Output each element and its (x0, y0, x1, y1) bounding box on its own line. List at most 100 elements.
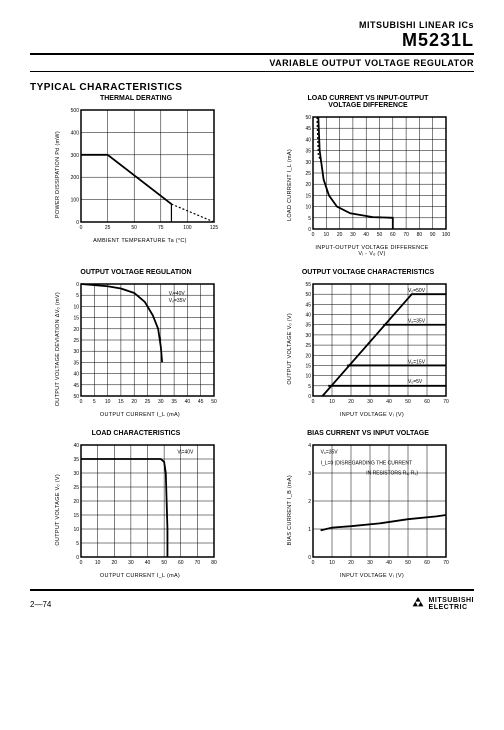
svg-text:70: 70 (443, 560, 449, 566)
svg-text:55: 55 (305, 282, 311, 288)
svg-text:10: 10 (323, 232, 329, 238)
page-header: MITSUBISHI LINEAR ICs M5231L (30, 20, 474, 51)
chart-title: BIAS CURRENT VS INPUT VOLTAGE (307, 430, 429, 437)
svg-text:20: 20 (111, 560, 117, 566)
mitsubishi-icon (410, 597, 426, 611)
svg-text:100: 100 (70, 198, 79, 204)
svg-text:25: 25 (104, 225, 110, 231)
x-axis-label: INPUT VOLTAGE Vᵢ (V) (340, 412, 404, 418)
y-axis-label: OUTPUT VOLTAGE Vₒ (V) (287, 313, 293, 385)
svg-text:90: 90 (429, 232, 435, 238)
chart-output-voltage-regulation: OUTPUT VOLTAGE REGULATION OUTPUT VOLTAGE … (30, 269, 242, 418)
svg-text:4: 4 (308, 443, 311, 449)
chart-thermal-derating: THERMAL DERATINGPOWER DISSIPATION Pd (mW… (30, 95, 242, 257)
svg-text:40: 40 (305, 137, 311, 143)
svg-text:80: 80 (416, 232, 422, 238)
svg-text:50: 50 (73, 394, 79, 400)
svg-text:40: 40 (73, 372, 79, 378)
svg-text:25: 25 (73, 485, 79, 491)
svg-text:70: 70 (403, 232, 409, 238)
chart-load-current-vs-diff: LOAD CURRENT VS INPUT-OUTPUT VOLTAGE DIF… (262, 95, 474, 257)
svg-text:30: 30 (305, 160, 311, 166)
svg-text:2: 2 (308, 499, 311, 505)
svg-text:30: 30 (367, 399, 373, 405)
svg-text:60: 60 (424, 560, 430, 566)
svg-text:10: 10 (329, 560, 335, 566)
svg-text:50: 50 (211, 399, 217, 405)
page-number: 2—74 (30, 600, 51, 609)
svg-text:75: 75 (158, 225, 164, 231)
charts-grid: THERMAL DERATINGPOWER DISSIPATION Pd (mW… (30, 95, 474, 579)
footer-row: 2—74 MITSUBISHI ELECTRIC (30, 597, 474, 611)
svg-text:50: 50 (405, 560, 411, 566)
svg-text:0: 0 (76, 282, 79, 288)
chart-output-voltage-characteristics: OUTPUT VOLTAGE CHARACTERISTICSOUTPUT VOL… (262, 269, 474, 418)
svg-text:5: 5 (308, 384, 311, 390)
svg-text:35: 35 (171, 399, 177, 405)
svg-text:50: 50 (305, 115, 311, 121)
svg-text:50: 50 (305, 292, 311, 298)
svg-text:10: 10 (73, 304, 79, 310)
svg-text:20: 20 (131, 399, 137, 405)
svg-text:0: 0 (79, 560, 82, 566)
svg-text:10: 10 (94, 560, 100, 566)
svg-text:40: 40 (386, 399, 392, 405)
chart-load-characteristics: LOAD CHARACTERISTICS OUTPUT VOLTAGE Vₒ (V… (30, 430, 242, 579)
svg-text:Vₒ=50V: Vₒ=50V (408, 288, 426, 294)
svg-text:20: 20 (305, 353, 311, 359)
svg-text:15: 15 (73, 316, 79, 322)
svg-text:70: 70 (194, 560, 200, 566)
svg-text:10: 10 (305, 374, 311, 380)
y-axis-label: BIAS CURRENT I_B (mA) (287, 475, 293, 545)
svg-text:15: 15 (118, 399, 124, 405)
svg-text:10: 10 (329, 399, 335, 405)
svg-text:0: 0 (308, 394, 311, 400)
chart-plot: 01020304050607001234Vₒ=35VI_L=0 (DISREGA… (295, 441, 450, 571)
svg-text:35: 35 (73, 360, 79, 366)
svg-text:Vᵢ=40V: Vᵢ=40V (177, 449, 194, 455)
chart-plot: 0510152025303540455005101520253035404550… (63, 280, 218, 410)
svg-text:0: 0 (76, 555, 79, 561)
svg-text:15: 15 (305, 363, 311, 369)
svg-text:5: 5 (76, 293, 79, 299)
svg-text:15: 15 (305, 193, 311, 199)
svg-text:30: 30 (305, 333, 311, 339)
svg-text:35: 35 (73, 457, 79, 463)
svg-text:60: 60 (424, 399, 430, 405)
svg-text:40: 40 (363, 232, 369, 238)
y-axis-label: OUTPUT VOLTAGE Vₒ (V) (55, 474, 61, 546)
svg-text:0: 0 (308, 227, 311, 233)
svg-text:40: 40 (386, 560, 392, 566)
svg-text:100: 100 (441, 232, 449, 238)
chart-title: LOAD CHARACTERISTICS (92, 430, 181, 437)
svg-text:500: 500 (70, 108, 79, 114)
chart-title: LOAD CURRENT VS INPUT-OUTPUT VOLTAGE DIF… (308, 95, 429, 109)
svg-text:Vₒ=35V: Vₒ=35V (408, 319, 426, 325)
svg-text:30: 30 (73, 349, 79, 355)
svg-text:45: 45 (305, 126, 311, 132)
svg-text:80: 80 (211, 560, 217, 566)
svg-text:400: 400 (70, 130, 79, 136)
y-axis-label: LOAD CURRENT I_L (mA) (287, 149, 293, 221)
x-axis-label: INPUT-OUTPUT VOLTAGE DIFFERENCE Vᵢ - Vₒ … (315, 245, 428, 257)
svg-text:30: 30 (367, 560, 373, 566)
svg-text:0: 0 (76, 220, 79, 226)
brand-line: MITSUBISHI LINEAR ICs (30, 20, 474, 30)
y-axis-label: OUTPUT VOLTAGE DEVIATION ΔVₒ (mV) (55, 292, 61, 406)
svg-text:0: 0 (311, 232, 314, 238)
chart-plot: 010203040506070800510152025303540Vᵢ=40V (63, 441, 218, 571)
svg-text:5: 5 (308, 216, 311, 222)
chart-plot: 02550751001250100200300400500 (63, 106, 218, 236)
y-axis-label: POWER DISSIPATION Pd (mW) (55, 131, 61, 218)
svg-text:40: 40 (305, 313, 311, 319)
svg-text:25: 25 (144, 399, 150, 405)
svg-text:50: 50 (131, 225, 137, 231)
svg-text:0: 0 (79, 399, 82, 405)
svg-text:200: 200 (70, 175, 79, 181)
svg-text:20: 20 (73, 327, 79, 333)
svg-text:10: 10 (305, 205, 311, 211)
svg-text:45: 45 (73, 383, 79, 389)
chart-title: OUTPUT VOLTAGE REGULATION (80, 269, 191, 276)
svg-text:Vₒ=35V: Vₒ=35V (320, 449, 338, 455)
svg-text:20: 20 (348, 399, 354, 405)
